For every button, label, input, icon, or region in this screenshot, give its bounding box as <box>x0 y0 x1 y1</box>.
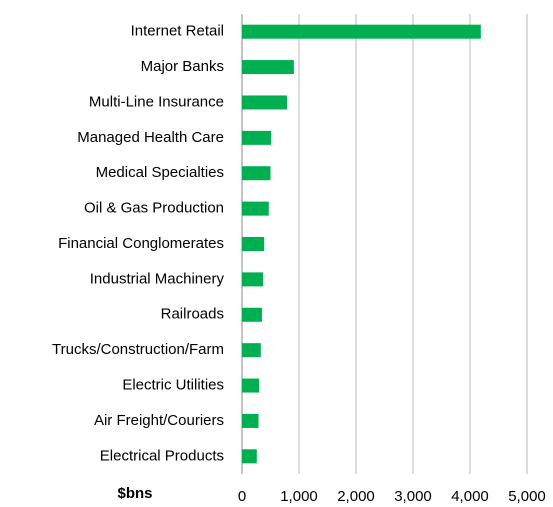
y-tick-label: Financial Conglomerates <box>58 235 224 252</box>
x-tick-label: 5,000 <box>508 488 546 505</box>
bar <box>242 24 481 39</box>
x-tick-label: 2,000 <box>337 488 375 505</box>
bar <box>242 237 265 251</box>
y-tick-label: Oil & Gas Production <box>84 200 224 217</box>
bar <box>242 413 259 428</box>
bar <box>242 343 261 358</box>
y-tick-label: Electric Utilities <box>122 377 224 394</box>
bar <box>242 60 294 75</box>
bar <box>242 378 260 393</box>
x-axis-label: $bns <box>117 485 152 502</box>
bar <box>242 449 257 464</box>
bar <box>242 201 269 216</box>
x-tick-label: 0 <box>238 488 246 505</box>
x-tick-label: 3,000 <box>394 488 432 505</box>
bar <box>242 272 264 287</box>
x-tick-label: 1,000 <box>280 488 318 505</box>
y-tick-label: Trucks/Construction/Farm <box>52 341 224 358</box>
y-tick-label: Major Banks <box>141 58 224 75</box>
bar <box>242 130 272 145</box>
y-tick-label: Internet Retail <box>131 23 224 40</box>
bar <box>242 95 288 110</box>
bar <box>242 166 271 181</box>
y-tick-label: Electrical Products <box>100 447 224 464</box>
y-tick-label: Managed Health Care <box>77 129 224 146</box>
bar <box>242 307 262 322</box>
y-tick-label: Industrial Machinery <box>90 270 225 287</box>
y-tick-label: Railroads <box>161 306 224 323</box>
y-tick-label: Air Freight/Couriers <box>94 412 224 429</box>
y-tick-label: Medical Specialties <box>96 164 224 181</box>
x-tick-label: 4,000 <box>451 488 489 505</box>
y-tick-label: Multi-Line Insurance <box>89 93 224 110</box>
